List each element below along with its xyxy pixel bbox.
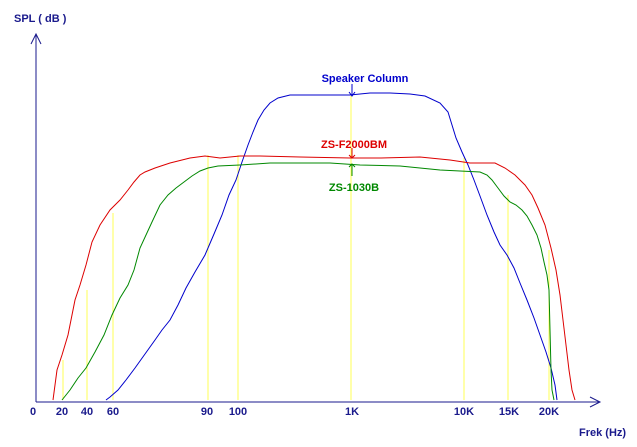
axes — [30, 32, 602, 408]
series-lines — [52, 92, 576, 401]
series-label-zs-1030b: ZS-1030B — [329, 182, 379, 194]
series-label-speaker-column: Speaker Column — [322, 73, 409, 85]
x-tick-label: 0 — [30, 406, 36, 418]
x-tick-label: 1K — [345, 406, 359, 418]
x-tick-label: 20 — [56, 406, 68, 418]
zs-1030b-pointer-head — [348, 163, 356, 168]
series-line-zs-f2000bm — [52, 155, 576, 401]
series-label-zs-f2000bm: ZS-F2000BM — [321, 139, 387, 151]
x-axis-arrow — [589, 396, 602, 408]
guide-lines — [62, 96, 550, 400]
series-annotations — [348, 84, 356, 176]
x-tick-label: 10K — [454, 406, 474, 418]
x-tick-label: 40 — [81, 406, 93, 418]
x-tick-label: 20K — [539, 406, 559, 418]
x-tick-label: 100 — [229, 406, 247, 418]
series-line-speaker-column — [105, 92, 558, 401]
y-axis-arrow — [30, 32, 42, 45]
x-tick-labels: 0 20 40 60 90 100 1K 10K 15K 20K — [30, 406, 559, 418]
speaker-column-pointer-head — [348, 91, 356, 97]
series-line-zs-1030b — [61, 162, 555, 401]
x-tick-label: 60 — [107, 406, 119, 418]
x-tick-label: 15K — [499, 406, 519, 418]
x-axis-title: Frek (Hz) — [579, 427, 626, 439]
x-tick-label: 90 — [201, 406, 213, 418]
y-axis-title: SPL ( dB ) — [14, 13, 67, 25]
zs-f2000bm-pointer-head — [348, 154, 356, 159]
